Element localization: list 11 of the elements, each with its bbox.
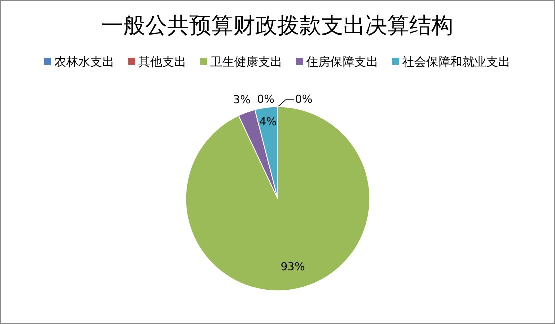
legend-label: 其他支出	[138, 55, 186, 69]
legend-label: 农林水支出	[54, 55, 114, 69]
data-label: 93%	[280, 260, 306, 274]
text: 0%	[295, 93, 313, 106]
legend-label: 住房保障支出	[306, 55, 378, 69]
legend-label: 社会保障和就业支出	[402, 55, 510, 69]
chart-title: 一般公共预算财政拨款支出决算结构	[102, 14, 454, 39]
text: 0%	[257, 93, 275, 106]
data-label: 4%	[259, 115, 277, 128]
legend-label: 卫生健康支出	[210, 55, 282, 69]
data-label: 3%	[233, 93, 251, 106]
